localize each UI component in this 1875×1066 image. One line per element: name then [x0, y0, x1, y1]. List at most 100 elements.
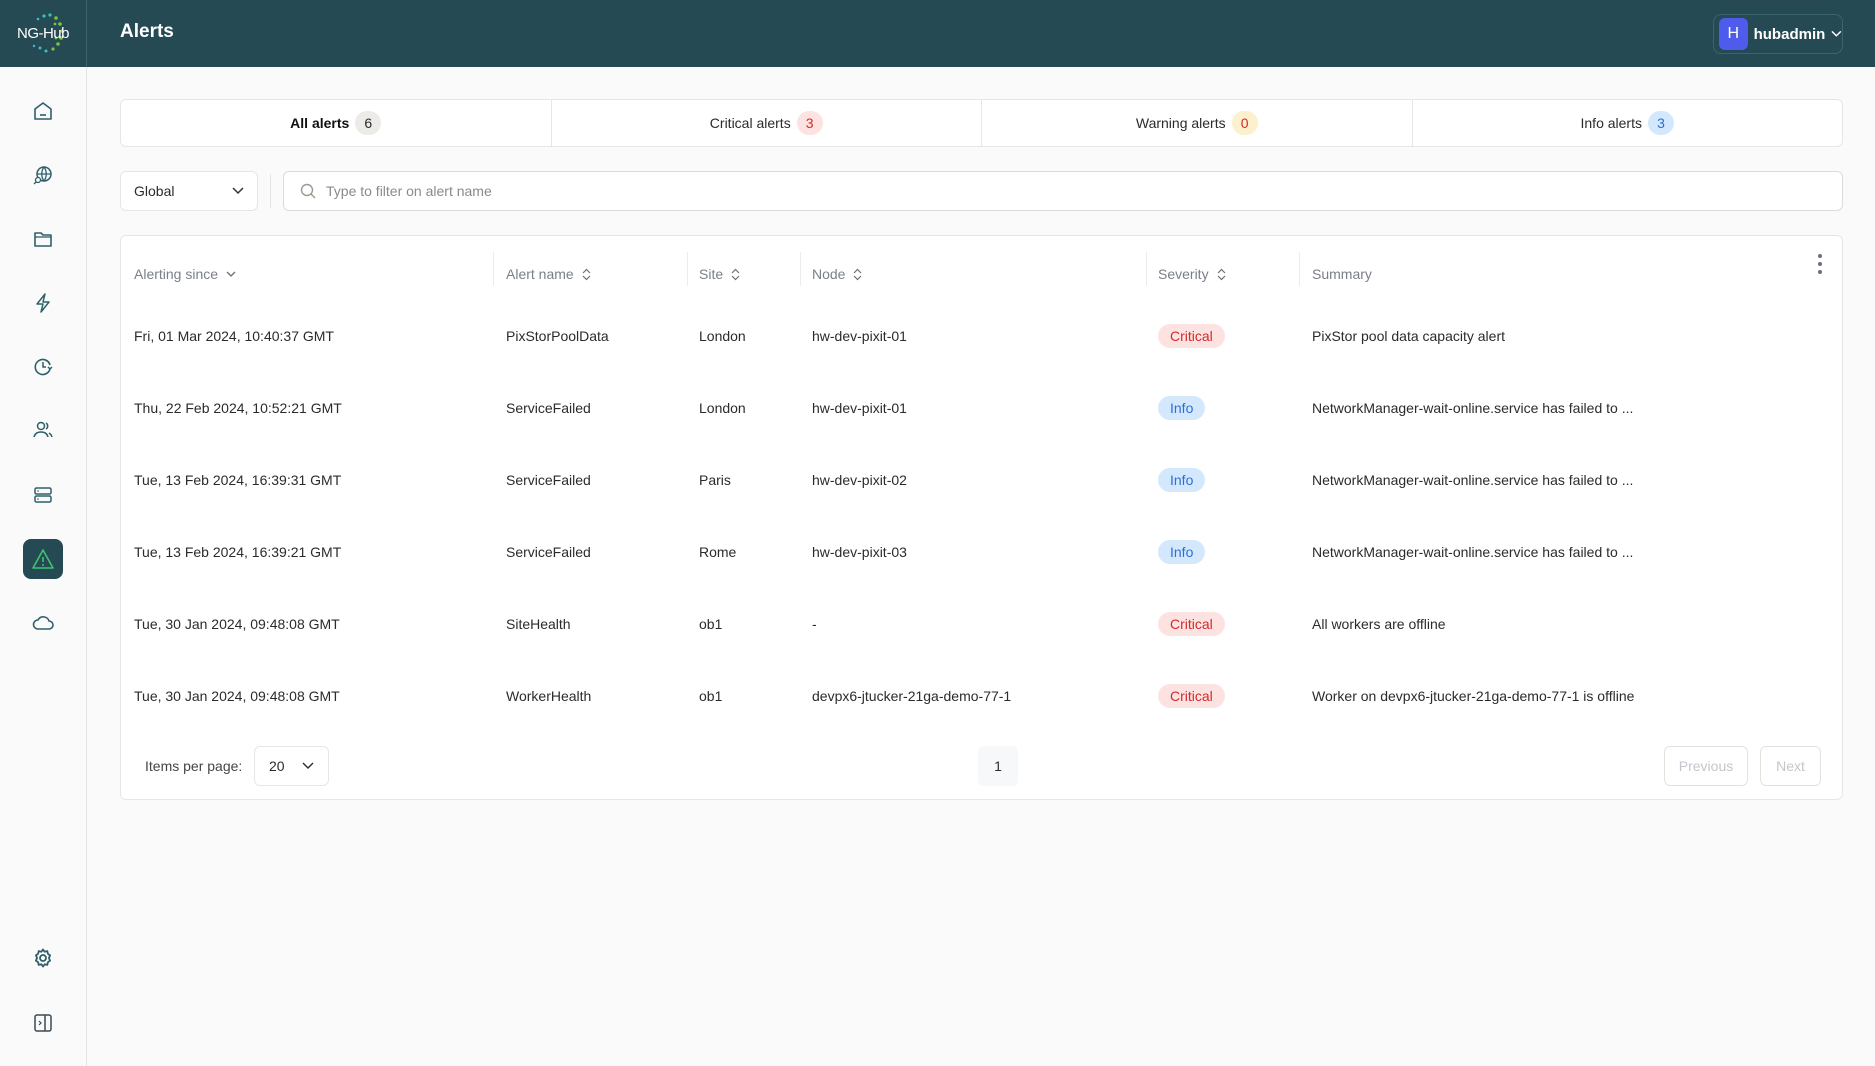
sort-icon — [731, 268, 740, 280]
tab-label: All alerts — [290, 115, 350, 131]
cell-summary: All workers are offline — [1312, 616, 1446, 632]
cell-severity: Critical — [1158, 660, 1225, 732]
tab-critical-alerts[interactable]: Critical alerts 3 — [552, 100, 982, 146]
search-field[interactable] — [283, 171, 1843, 211]
items-per-page-label: Items per page: — [145, 758, 243, 774]
column-label: Node — [812, 266, 846, 282]
tab-label: Critical alerts — [709, 115, 791, 131]
home-icon — [34, 102, 52, 120]
tab-label: Warning alerts — [1135, 115, 1226, 131]
divider — [270, 174, 271, 208]
avatar: H — [1719, 18, 1748, 50]
table-row[interactable]: Tue, 13 Feb 2024, 16:39:31 GMT ServiceFai… — [121, 444, 1842, 516]
previous-button[interactable]: Previous — [1664, 746, 1748, 786]
table-row[interactable]: Tue, 30 Jan 2024, 09:48:08 GMT WorkerHeal… — [121, 660, 1842, 732]
cell-summary: Worker on devpx6-jtucker-21ga-demo-77-1 … — [1312, 688, 1635, 704]
user-name: hubadmin — [1753, 25, 1826, 43]
tab-all-alerts[interactable]: All alerts 6 — [121, 100, 552, 146]
column-label: Alerting since — [134, 266, 219, 282]
logo[interactable]: NG-Hub — [0, 0, 87, 67]
table-options-menu-icon[interactable] — [1818, 254, 1822, 274]
user-menu-button[interactable]: H hubadmin — [1713, 14, 1843, 54]
cell-site: Rome — [699, 544, 737, 560]
server-icon — [34, 487, 52, 503]
cell-summary: NetworkManager-wait-online.service has f… — [1312, 472, 1634, 488]
cell-severity: Info — [1158, 444, 1206, 516]
sidebar-item-users[interactable] — [23, 410, 63, 450]
sidebar-item-settings[interactable] — [23, 938, 63, 978]
cell-since: Tue, 30 Jan 2024, 09:48:08 GMT — [134, 616, 340, 632]
column-label: Alert name — [506, 266, 574, 282]
tab-label: Info alerts — [1580, 115, 1642, 131]
scope-select[interactable]: Global — [120, 171, 258, 211]
cell-node: hw-dev-pixit-01 — [812, 328, 907, 344]
column-header-node[interactable]: Node — [812, 258, 862, 290]
column-header-site[interactable]: Site — [699, 258, 740, 290]
severity-badge: Critical — [1158, 684, 1225, 708]
cell-site: London — [699, 328, 746, 344]
lightning-icon — [36, 293, 50, 313]
count-badge: 3 — [796, 111, 823, 135]
count-badge: 6 — [355, 111, 382, 135]
alert-tabs: All alerts 6 Critical alerts 3 Warning ale… — [120, 99, 1843, 147]
cell-since: Fri, 01 Mar 2024, 10:40:37 GMT — [134, 328, 334, 344]
cell-name: ServiceFailed — [506, 472, 591, 488]
column-header-alerting-since[interactable]: Alerting since — [134, 258, 236, 290]
cell-since: Tue, 30 Jan 2024, 09:48:08 GMT — [134, 688, 340, 704]
column-header-alert-name[interactable]: Alert name — [506, 258, 591, 290]
cell-summary: NetworkManager-wait-online.service has f… — [1312, 544, 1634, 560]
table-row[interactable]: Tue, 13 Feb 2024, 16:39:21 GMT ServiceFai… — [121, 516, 1842, 588]
severity-badge: Info — [1158, 468, 1206, 492]
table-row[interactable]: Fri, 01 Mar 2024, 10:40:37 GMT PixStorPoo… — [121, 300, 1842, 372]
cell-name: PixStorPoolData — [506, 328, 609, 344]
search-input[interactable] — [326, 183, 1726, 199]
sidebar-expand-button[interactable] — [23, 1003, 63, 1043]
cell-severity: Info — [1158, 372, 1206, 444]
sidebar-item-files[interactable] — [23, 219, 63, 259]
severity-badge: Critical — [1158, 324, 1225, 348]
count-badge: 3 — [1647, 111, 1674, 135]
column-divider — [1299, 252, 1300, 286]
cell-since: Thu, 22 Feb 2024, 10:52:21 GMT — [134, 400, 342, 416]
cell-node: hw-dev-pixit-01 — [812, 400, 907, 416]
severity-badge: Info — [1158, 396, 1206, 420]
pagination: Items per page: 20 1 Previous Next — [121, 746, 1842, 786]
page-button-current[interactable]: 1 — [978, 746, 1018, 786]
column-header-severity[interactable]: Severity — [1158, 258, 1226, 290]
sort-icon — [582, 268, 591, 280]
sidebar — [0, 67, 87, 1066]
sidebar-item-actions[interactable] — [23, 283, 63, 323]
cell-severity: Info — [1158, 516, 1206, 588]
sidebar-expand-icon — [34, 1014, 52, 1032]
globe-search-icon — [33, 166, 52, 185]
table-row[interactable]: Thu, 22 Feb 2024, 10:52:21 GMT ServiceFai… — [121, 372, 1842, 444]
chevron-down-icon — [302, 762, 314, 770]
column-header-summary: Summary — [1312, 258, 1372, 290]
top-bar: NG-Hub Alerts H hubadmin — [0, 0, 1875, 67]
cell-since: Tue, 13 Feb 2024, 16:39:21 GMT — [134, 544, 342, 560]
next-button[interactable]: Next — [1760, 746, 1821, 786]
column-divider — [493, 252, 494, 286]
table-row[interactable]: Tue, 30 Jan 2024, 09:48:08 GMT SiteHealth… — [121, 588, 1842, 660]
scope-value: Global — [134, 183, 175, 199]
cell-summary: PixStor pool data capacity alert — [1312, 328, 1505, 344]
sidebar-item-cloud[interactable] — [23, 603, 63, 643]
cloud-icon — [32, 616, 54, 630]
items-per-page-select[interactable]: 20 — [254, 746, 329, 786]
tab-info-alerts[interactable]: Info alerts 3 — [1413, 100, 1843, 146]
users-icon — [33, 421, 53, 438]
sidebar-item-home[interactable] — [23, 91, 63, 131]
cell-name: SiteHealth — [506, 616, 571, 632]
tab-warning-alerts[interactable]: Warning alerts 0 — [982, 100, 1413, 146]
sidebar-item-sites[interactable] — [23, 155, 63, 195]
cell-name: ServiceFailed — [506, 400, 591, 416]
sidebar-item-history[interactable] — [23, 347, 63, 387]
sort-icon — [854, 268, 862, 280]
items-per-page-value: 20 — [269, 758, 285, 774]
sidebar-item-servers[interactable] — [23, 475, 63, 515]
gear-icon — [35, 948, 51, 968]
search-icon — [300, 183, 316, 199]
cell-name: WorkerHealth — [506, 688, 592, 704]
cell-node: devpx6-jtucker-21ga-demo-77-1 — [812, 688, 1012, 704]
sidebar-item-alerts[interactable] — [23, 539, 63, 579]
